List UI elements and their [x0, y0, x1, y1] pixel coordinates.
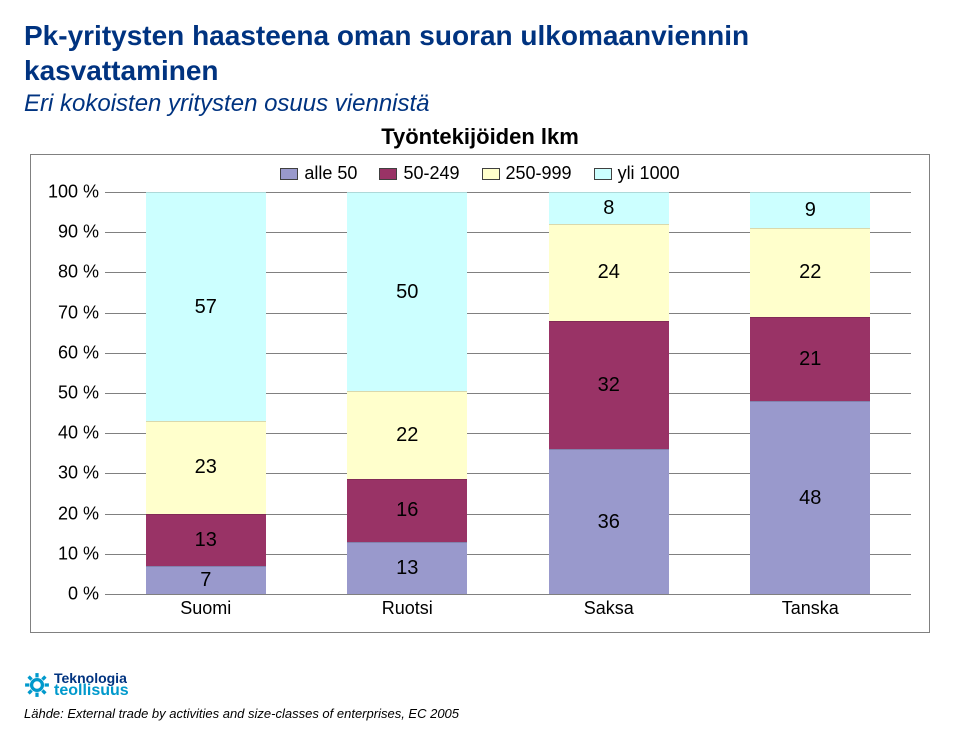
y-axis-label: 60 % [43, 342, 99, 363]
y-axis-label: 20 % [43, 503, 99, 524]
page-subtitle: Eri kokoisten yritysten osuus viennistä [24, 90, 936, 118]
y-axis-label: 100 % [43, 182, 99, 203]
legend-swatch [280, 168, 298, 180]
legend-swatch [594, 168, 612, 180]
y-axis-label: 90 % [43, 222, 99, 243]
plot-area: 0 %10 %20 %30 %40 %50 %60 %70 %80 %90 %1… [105, 192, 911, 622]
bar-segment: 9 [750, 192, 870, 228]
y-axis-label: 40 % [43, 423, 99, 444]
bar-segment: 13 [347, 542, 467, 594]
legend-label: 250-999 [506, 163, 572, 184]
x-axis-labels: Suomi Ruotsi Saksa Tanska [105, 594, 911, 622]
legend-row: alle 50 50-249 250-999 yli 1000 [41, 163, 919, 184]
legend-swatch [482, 168, 500, 180]
bar-segment: 8 [549, 192, 669, 224]
bar: 3632248 [549, 192, 669, 594]
bar-segment: 7 [146, 566, 266, 594]
bar-segment: 48 [750, 401, 870, 594]
bar-segment: 32 [549, 321, 669, 450]
x-axis-label: Tanska [750, 598, 870, 619]
x-axis-label: Saksa [549, 598, 669, 619]
bar: 4821229 [750, 192, 870, 594]
y-axis-label: 0 % [43, 584, 99, 605]
legend-label: alle 50 [304, 163, 357, 184]
legend-item: alle 50 [280, 163, 357, 184]
legend-label: 50-249 [403, 163, 459, 184]
bar-segment: 16 [347, 479, 467, 543]
x-axis-label: Suomi [146, 598, 266, 619]
bar-segment: 22 [750, 228, 870, 316]
x-axis-label: Ruotsi [347, 598, 467, 619]
bar: 13162250 [347, 192, 467, 594]
bar-segment: 36 [549, 449, 669, 594]
source-text: Lähde: External trade by activities and … [24, 706, 936, 721]
y-axis-label: 10 % [43, 543, 99, 564]
bar-segment: 22 [347, 391, 467, 479]
logo: Teknologia teollisuus [24, 670, 936, 700]
bar-segment: 23 [146, 421, 266, 513]
title-line-1: Pk-yritysten haasteena oman suoran ulkom… [24, 20, 749, 51]
bar-segment: 57 [146, 192, 266, 421]
bar: 7132357 [146, 192, 266, 594]
page-root: Pk-yritysten haasteena oman suoran ulkom… [0, 0, 960, 735]
y-axis-label: 50 % [43, 383, 99, 404]
legend-swatch [379, 168, 397, 180]
legend-title: Työntekijöiden lkm [24, 124, 936, 150]
footer: Teknologia teollisuus Lähde: External tr… [24, 670, 936, 721]
gear-icon [24, 672, 50, 698]
logo-text-2: teollisuus [54, 682, 129, 700]
y-axis-label: 70 % [43, 302, 99, 323]
page-title: Pk-yritysten haasteena oman suoran ulkom… [24, 18, 936, 88]
bar-segment: 50 [347, 192, 467, 391]
logo-text: Teknologia teollisuus [54, 670, 129, 700]
bar-segment: 24 [549, 224, 669, 320]
chart-frame: alle 5050-249250-999yli 1000 0 %10 %20 %… [30, 154, 930, 633]
legend-item: yli 1000 [594, 163, 680, 184]
legend-item: 250-999 [482, 163, 572, 184]
bar-segment: 13 [146, 514, 266, 566]
y-axis-label: 30 % [43, 463, 99, 484]
bars-container: 71323571316225036322484821229 [105, 192, 911, 594]
y-axis-label: 80 % [43, 262, 99, 283]
bar-segment: 21 [750, 317, 870, 401]
legend-item: 50-249 [379, 163, 459, 184]
title-line-2: kasvattaminen [24, 55, 219, 86]
legend-label: yli 1000 [618, 163, 680, 184]
